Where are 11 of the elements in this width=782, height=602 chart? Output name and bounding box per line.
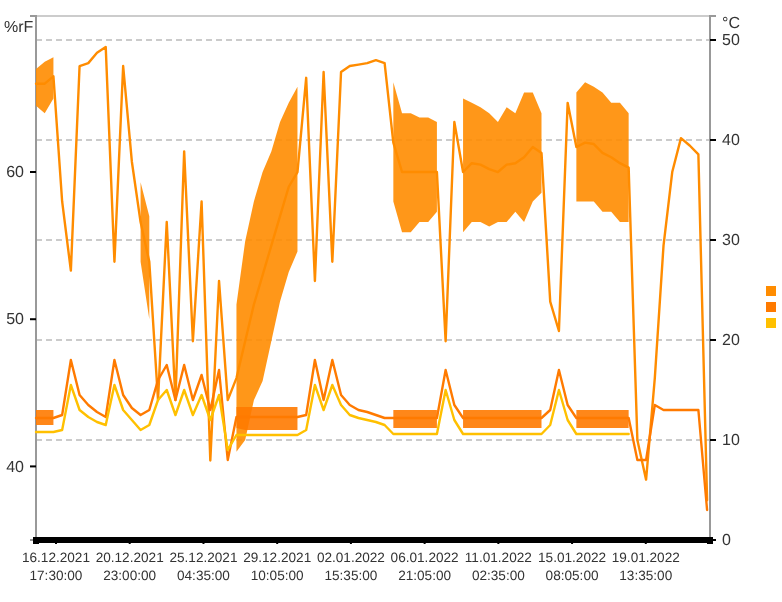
y-tick-label: 50 [6,310,26,329]
y2-tick-label: 20 [722,331,741,350]
y2-tick-label: 0 [722,531,732,550]
y-axis-title: %rF [4,18,34,36]
y2-tick-label: 30 [722,231,741,250]
y2-tick-label: 50 [722,31,741,50]
y2-axis-title: °C [722,14,741,32]
y-tick-label: 40 [6,457,26,476]
y2-tick-label: 40 [722,131,741,150]
y2-tick-label: 10 [722,431,741,450]
y-tick-label: 60 [6,163,26,182]
